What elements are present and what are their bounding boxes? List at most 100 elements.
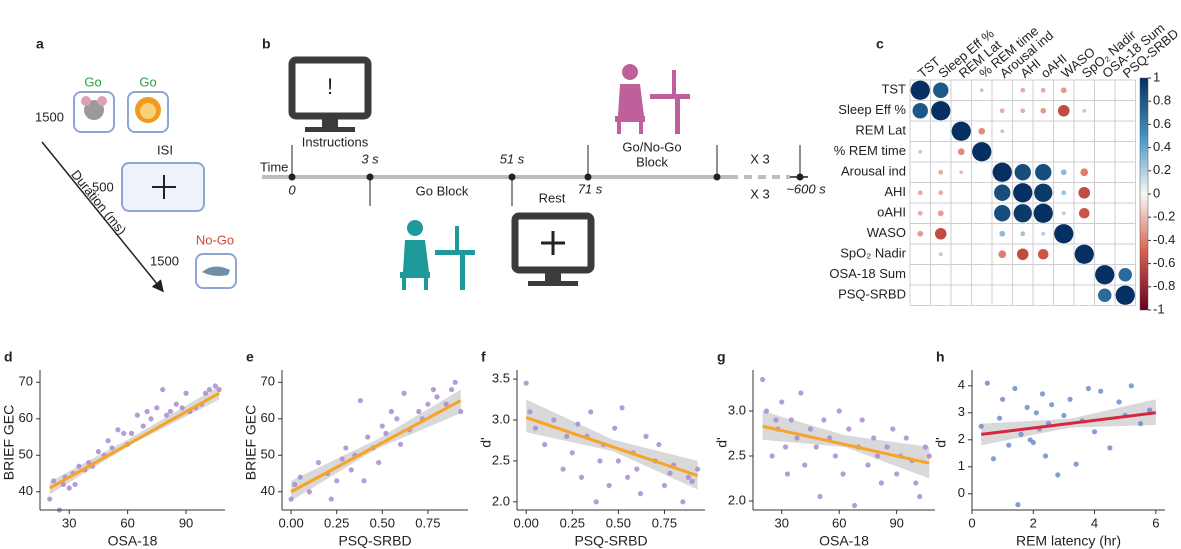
data-point [1034, 410, 1039, 415]
data-point [1055, 472, 1060, 477]
row-label: TST [881, 82, 906, 97]
data-point [789, 417, 794, 422]
x-axis-label: REM latency (hr) [1016, 533, 1121, 549]
data-point [871, 435, 876, 440]
data-point [570, 450, 575, 455]
mouse-ear [97, 96, 107, 106]
data-point [764, 408, 769, 413]
correlation-circle [1041, 88, 1046, 93]
data-point [612, 426, 617, 431]
correlation-circle [1061, 87, 1067, 93]
colorbar-tick-label: 0.8 [1153, 93, 1171, 108]
correlation-circle [1062, 211, 1066, 215]
data-point [361, 478, 366, 483]
data-point [575, 421, 580, 426]
y-tick-label: 2.5 [492, 452, 510, 467]
time-label: Time [260, 159, 288, 174]
data-point [770, 453, 775, 458]
data-point [307, 489, 312, 494]
data-point [389, 409, 394, 414]
correlation-circle [1020, 231, 1025, 236]
row-label: Sleep Eff % [838, 102, 906, 117]
row-label: % REM time [834, 143, 906, 158]
correlation-circle [978, 128, 985, 135]
data-point [991, 456, 996, 461]
data-point [840, 471, 845, 476]
data-point [524, 381, 529, 386]
data-point [141, 423, 146, 428]
monitor-stand [545, 272, 561, 282]
data-point [1129, 383, 1134, 388]
data-point [686, 475, 691, 480]
y-axis-label: d' [714, 437, 730, 447]
data-point [340, 456, 345, 461]
monitor-base [528, 281, 578, 286]
panel-letter: h [936, 349, 945, 365]
panel-letter: c [876, 36, 884, 52]
isi-label: ISI [157, 142, 173, 157]
data-point [542, 442, 547, 447]
y-tick-label: 60 [261, 410, 275, 425]
data-point [785, 471, 790, 476]
correlation-circle [1054, 224, 1073, 243]
data-point [913, 480, 918, 485]
data-point [798, 390, 803, 395]
correlation-circle [938, 170, 943, 175]
x-tick-label: 30 [62, 515, 76, 530]
repeat-label: X 3 [750, 186, 770, 201]
go-label: Go [84, 74, 101, 89]
fit-line [526, 418, 697, 476]
data-point [135, 413, 140, 418]
data-point [383, 431, 388, 436]
data-point [662, 483, 667, 488]
data-point [923, 444, 928, 449]
y-tick-label: 50 [19, 447, 33, 462]
data-point [164, 413, 169, 418]
panel-letter: b [262, 36, 271, 52]
data-point [656, 442, 661, 447]
data-point [560, 466, 565, 471]
x-tick-label: 60 [832, 515, 846, 530]
x-axis-label: OSA-18 [819, 533, 869, 549]
correlation-circle [994, 185, 1010, 201]
data-point [616, 458, 621, 463]
data-point [689, 479, 694, 484]
data-point [160, 387, 165, 392]
colorbar-tick-label: -0.8 [1153, 278, 1175, 293]
panel-b: b ! Instructions Time 0 3 s 51 s 71 s ~6… [260, 36, 826, 290]
rest-label: Rest [539, 190, 566, 205]
y-tick-label: 40 [19, 483, 33, 498]
data-point [343, 445, 348, 450]
data-point [207, 387, 212, 392]
event-dot [585, 174, 592, 181]
correlation-circle [980, 88, 984, 92]
data-point [1092, 429, 1097, 434]
data-point [394, 416, 399, 421]
data-point [109, 445, 114, 450]
data-point [760, 377, 765, 382]
monitor-stand [322, 118, 338, 128]
fit-line [291, 401, 461, 492]
data-point [597, 458, 602, 463]
go-label: Go [139, 74, 156, 89]
data-point [808, 426, 813, 431]
x-tick-label: 0 [968, 515, 975, 530]
colorbar-tick-label: -0.6 [1153, 255, 1175, 270]
y-tick-label: 40 [261, 483, 275, 498]
colorbar [1140, 78, 1148, 310]
correlation-circle [1075, 245, 1094, 264]
data-point [349, 467, 354, 472]
correlation-circle [938, 190, 943, 195]
data-point [667, 471, 672, 476]
correlation-circle [1034, 204, 1053, 223]
data-point [879, 480, 884, 485]
x-axis-label: OSA-18 [108, 533, 158, 549]
row-label: Arousal ind [841, 164, 906, 179]
panel-letter: d [4, 349, 13, 365]
y-tick-label: 3.0 [728, 402, 746, 417]
y-tick-label: 2 [958, 431, 965, 446]
correlation-circle [1014, 204, 1032, 222]
data-point [680, 499, 685, 504]
x-tick-label: 0.25 [324, 515, 349, 530]
data-point [779, 399, 784, 404]
